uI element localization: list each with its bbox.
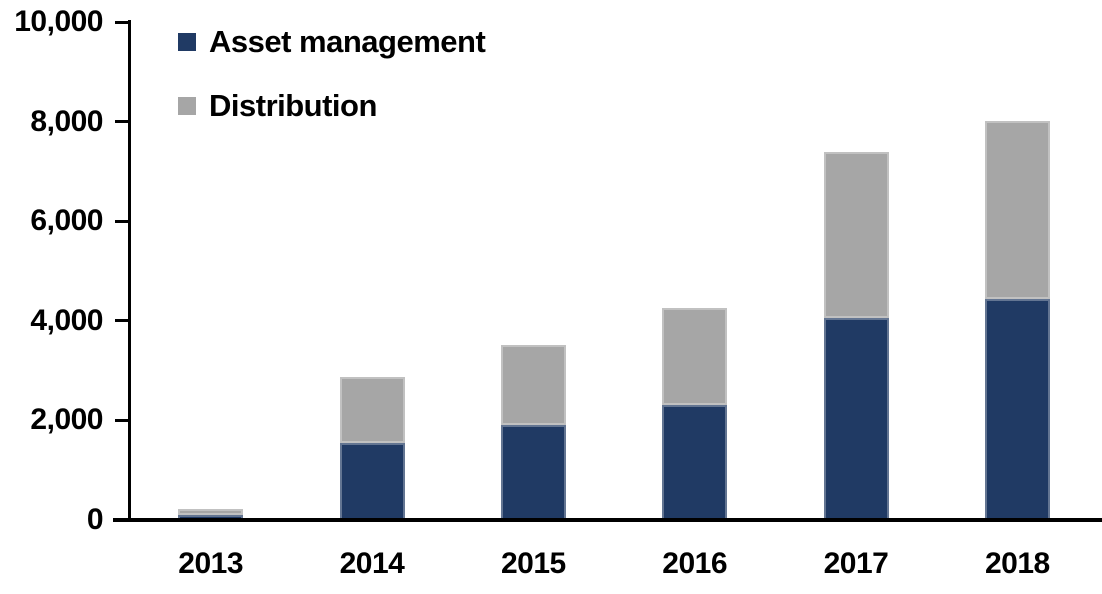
bar-segment-asset-management-2018 xyxy=(984,299,1050,520)
y-axis-tick xyxy=(115,418,129,422)
x-axis-line xyxy=(113,518,1102,522)
y-axis-label: 10,000 xyxy=(14,5,103,38)
y-axis-label: 0 xyxy=(86,503,104,536)
bar-segment-asset-management-2017 xyxy=(823,318,889,520)
bar-segment-asset-management-2016 xyxy=(662,404,728,520)
x-axis-label-2015: 2015 xyxy=(500,547,566,580)
bar-segment-distribution-2018 xyxy=(984,121,1050,300)
legend-label: Distribution xyxy=(209,88,377,123)
y-axis-label: 8,000 xyxy=(30,104,103,138)
y-axis-label: 6,000 xyxy=(30,204,103,238)
bar-segment-distribution-2015 xyxy=(500,345,566,426)
bar-segment-distribution-2014 xyxy=(339,377,405,443)
legend-item-distribution: Distribution xyxy=(178,88,377,124)
y-axis-line xyxy=(128,20,131,520)
legend-item-asset-management: Asset management xyxy=(178,24,486,60)
legend-swatch-asset-management xyxy=(178,33,196,51)
bar-segment-distribution-2017 xyxy=(823,151,889,319)
bar-segment-distribution-2016 xyxy=(662,307,728,405)
x-axis-label-2013: 2013 xyxy=(178,547,244,580)
y-axis-label: 2,000 xyxy=(30,403,103,437)
legend-label: Asset management xyxy=(209,24,486,59)
y-axis-tick xyxy=(115,120,129,124)
x-axis-label-2018: 2018 xyxy=(984,547,1050,580)
bar-segment-asset-management-2014 xyxy=(339,442,405,520)
x-axis-label-2016: 2016 xyxy=(662,547,728,580)
x-axis-label-2014: 2014 xyxy=(339,547,405,580)
bar-segment-asset-management-2015 xyxy=(500,425,566,520)
y-axis-tick xyxy=(115,219,129,223)
y-axis-label: 4,000 xyxy=(30,303,103,337)
bar-segment-asset-management-2013 xyxy=(178,515,244,520)
legend-swatch-distribution xyxy=(178,97,196,115)
y-axis-tick xyxy=(115,319,129,323)
y-axis-tick xyxy=(115,20,129,24)
x-axis-label-2017: 2017 xyxy=(823,547,889,580)
bar-segment-distribution-2013 xyxy=(178,509,244,515)
